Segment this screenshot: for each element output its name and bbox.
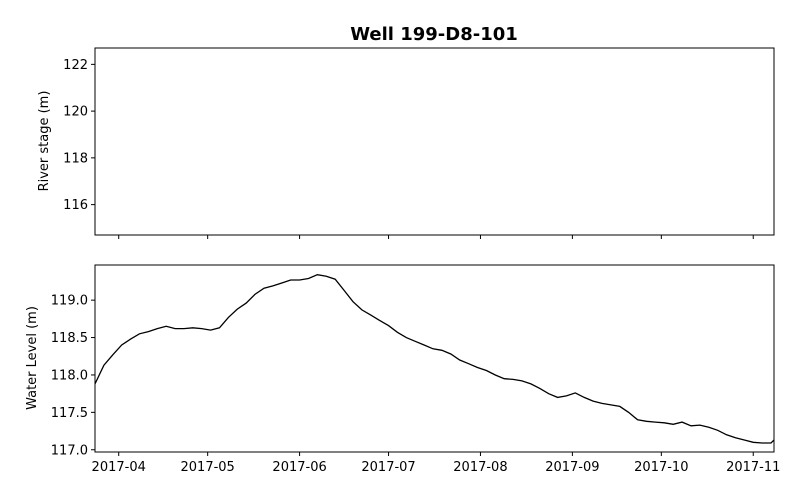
x-tick-label: 2017-04 (92, 460, 146, 475)
y-tick-label: 116 (63, 198, 88, 213)
bottom-axes-frame (94, 264, 775, 453)
water-level-series-line (94, 274, 775, 444)
y-tick-label: 118 (63, 151, 88, 166)
x-tick-label: 2017-08 (453, 460, 507, 475)
bottom-y-axis-label: Water Level (m) (25, 306, 40, 410)
x-tick-label: 2017-07 (361, 460, 415, 475)
y-tick-label: 122 (63, 58, 88, 73)
top-panel: 116 118 120 122 River stage (m) (37, 47, 775, 239)
bottom-x-ticks: 2017-04 2017-05 2017-06 2017-07 2017-08 2017-… (92, 452, 780, 475)
x-tick-label: 2017-10 (634, 460, 688, 475)
top-y-ticks: 116 118 120 122 (63, 58, 95, 213)
y-tick-label: 117.0 (51, 443, 88, 458)
top-axes-frame (94, 47, 775, 236)
bottom-panel: 117.0 117.5 118.0 118.5 119.0 2017-04 2017-05… (25, 264, 780, 475)
y-tick-label: 118.0 (51, 368, 88, 383)
y-tick-label: 119.0 (51, 294, 88, 309)
x-tick-label: 2017-09 (545, 460, 599, 475)
x-tick-label: 2017-05 (181, 460, 235, 475)
y-tick-label: 120 (63, 105, 88, 120)
y-tick-label: 118.5 (51, 331, 88, 346)
top-x-ticks (118, 235, 754, 239)
chart-title: Well 199-D8-101 (350, 24, 518, 45)
top-y-axis-label: River stage (m) (37, 91, 52, 192)
x-tick-label: 2017-11 (726, 460, 780, 475)
bottom-y-ticks: 117.0 117.5 118.0 118.5 119.0 (51, 294, 95, 458)
y-tick-label: 117.5 (51, 406, 88, 421)
x-tick-label: 2017-06 (272, 460, 326, 475)
